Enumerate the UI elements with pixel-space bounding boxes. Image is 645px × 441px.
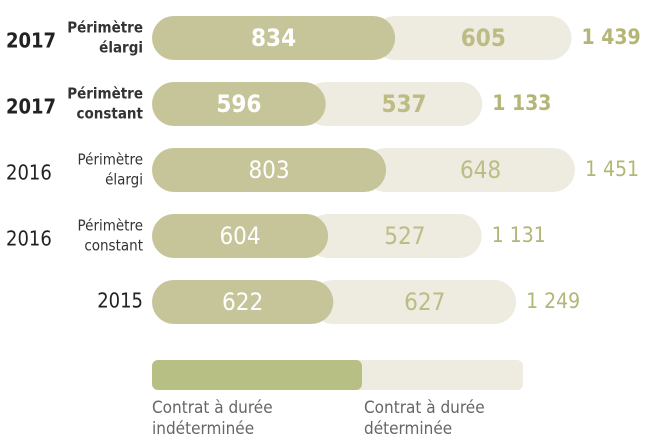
bar-segment	[152, 16, 396, 60]
bar-segment	[152, 280, 334, 324]
value-label: 596	[216, 90, 261, 118]
bar-segment	[311, 280, 517, 324]
legend-swatch	[152, 360, 362, 390]
bar-segment	[306, 214, 482, 258]
bar-segment	[364, 148, 575, 192]
bar-segment	[152, 82, 326, 126]
total-label: 1 133	[492, 91, 551, 115]
category-sublabel: Périmètre	[67, 85, 143, 103]
legend-label: Contrat à durée déterminée	[364, 398, 485, 439]
total-label: 1 131	[492, 223, 546, 247]
value-label: 527	[384, 222, 425, 250]
category-sublabel: Périmètre	[78, 151, 143, 169]
legend-swatch	[340, 360, 523, 390]
bar-segment	[152, 148, 387, 192]
total-label: 1 249	[526, 289, 580, 313]
category-sublabel: constant	[84, 237, 143, 255]
bar-segment	[373, 16, 572, 60]
value-label: 803	[248, 156, 289, 184]
category-sublabel: Périmètre	[78, 217, 143, 235]
category-label: 2016	[6, 227, 52, 251]
total-label: 1 451	[585, 157, 639, 181]
category-label: 2016	[6, 161, 52, 185]
category-sublabel: constant	[76, 105, 143, 123]
value-label: 627	[404, 288, 445, 316]
value-label: 834	[251, 24, 296, 52]
value-label: 622	[222, 288, 263, 316]
value-label: 537	[381, 90, 426, 118]
bar-segment	[152, 214, 329, 258]
category-label: 2015	[97, 289, 143, 313]
legend-label: Contrat à durée indéterminée	[152, 398, 273, 439]
value-label: 648	[460, 156, 501, 184]
total-label: 1 439	[582, 25, 641, 49]
category-sublabel: Périmètre	[67, 19, 143, 37]
value-label: 604	[219, 222, 260, 250]
category-label: 2017	[6, 95, 56, 119]
category-sublabel: élargi	[99, 39, 143, 57]
bar-segment	[303, 82, 483, 126]
category-label: 2017	[6, 29, 56, 53]
value-label: 605	[461, 24, 506, 52]
category-sublabel: élargi	[105, 171, 143, 189]
